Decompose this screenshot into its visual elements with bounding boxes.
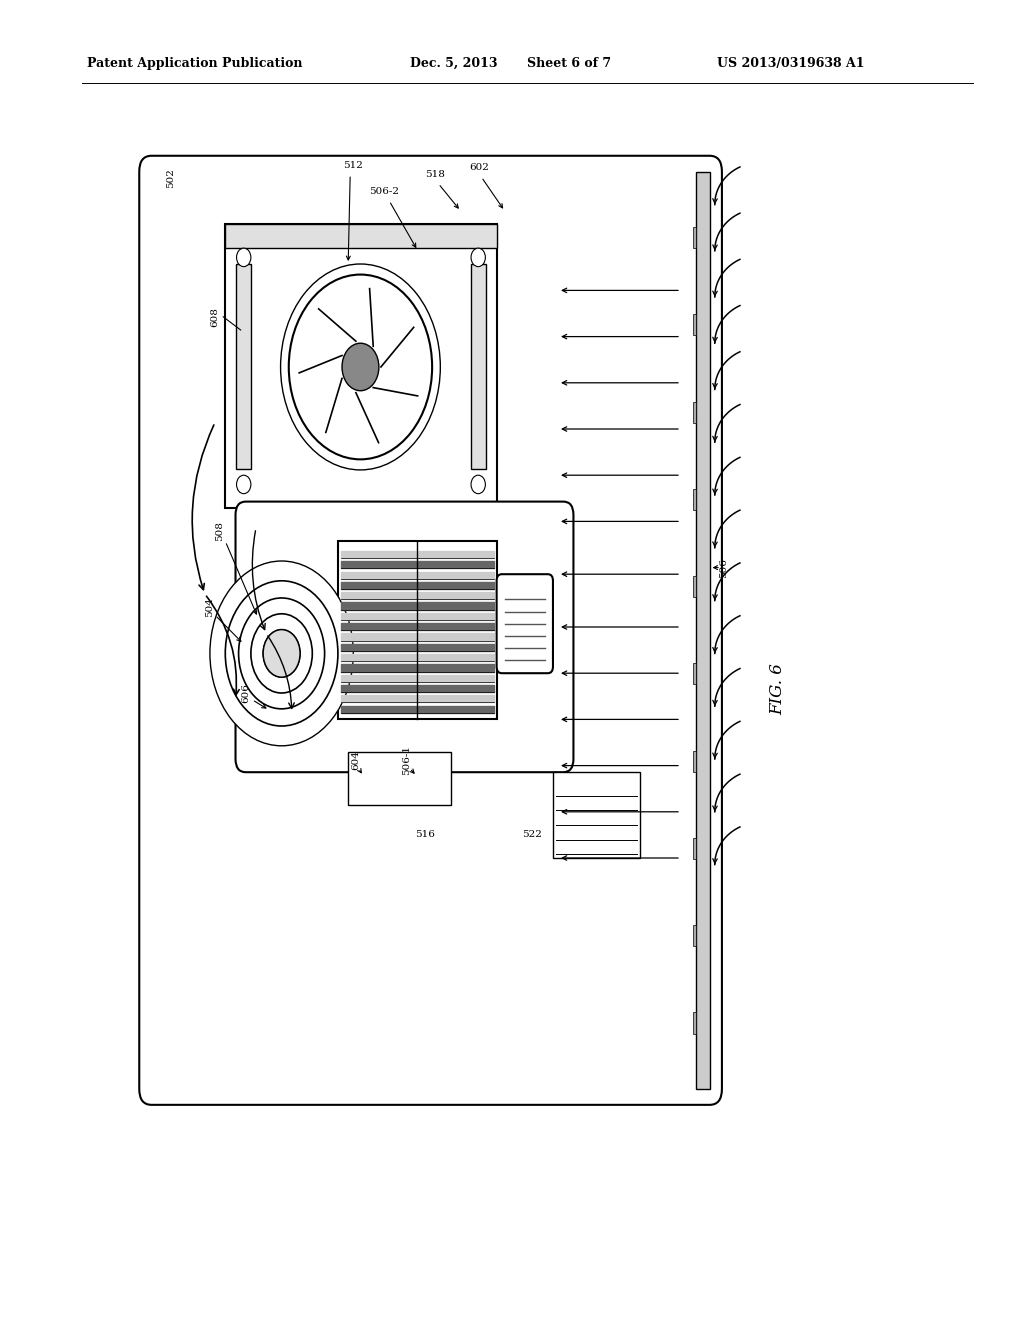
Text: 508: 508 [215,520,223,541]
FancyBboxPatch shape [236,502,573,772]
Text: 518: 518 [425,170,445,178]
Text: 522: 522 [522,830,543,838]
Bar [348,752,451,805]
Bar [471,264,486,469]
Text: 506: 506 [720,557,728,578]
Text: FIG. 6: FIG. 6 [770,663,786,715]
Bar [693,227,696,248]
Bar [225,224,497,248]
Bar [693,488,696,510]
Bar [338,541,497,719]
Text: 608: 608 [211,306,219,327]
Circle shape [289,275,432,459]
Bar [696,172,710,1089]
Text: 604: 604 [351,750,359,771]
Text: 516: 516 [415,830,435,838]
FancyBboxPatch shape [497,574,553,673]
Circle shape [281,264,440,470]
Text: 512: 512 [343,161,364,169]
Text: Dec. 5, 2013: Dec. 5, 2013 [410,57,497,70]
Text: Sheet 6 of 7: Sheet 6 of 7 [527,57,611,70]
Text: 504: 504 [206,597,214,618]
Bar [693,664,696,685]
Text: 602: 602 [469,164,489,172]
Bar [693,1012,696,1034]
Circle shape [471,248,485,267]
Text: 506-1: 506-1 [402,746,411,775]
Bar [693,576,696,597]
Bar [236,264,251,469]
Text: 502: 502 [166,168,175,189]
Bar [553,772,640,858]
Circle shape [471,475,485,494]
Circle shape [237,475,251,494]
Bar [225,224,497,508]
Text: 606: 606 [242,682,250,704]
Circle shape [263,630,300,677]
Text: US 2013/0319638 A1: US 2013/0319638 A1 [717,57,864,70]
Bar [693,838,696,859]
Circle shape [342,343,379,391]
Text: Patent Application Publication: Patent Application Publication [87,57,302,70]
Text: 506-2: 506-2 [369,187,399,195]
Bar [693,401,696,422]
Bar [693,751,696,772]
Circle shape [210,561,353,746]
FancyBboxPatch shape [139,156,722,1105]
Bar [693,314,696,335]
Circle shape [237,248,251,267]
Bar [693,925,696,946]
